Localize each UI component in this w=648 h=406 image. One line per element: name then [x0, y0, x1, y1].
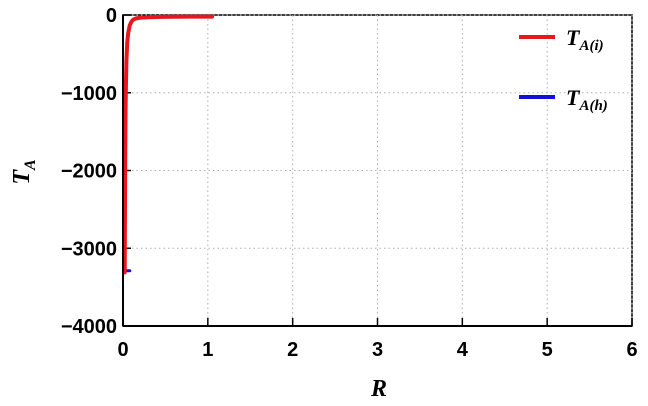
legend-label: TA(i) [566, 25, 604, 54]
series-line-0 [122, 14, 215, 275]
series-layer [122, 14, 215, 275]
x-tick-label: 4 [457, 339, 469, 361]
y-tick-label: −4000 [61, 316, 117, 338]
x-tick-label: 3 [372, 339, 383, 361]
legend-label-main: T [566, 25, 581, 50]
y-axis-label: TA [9, 159, 39, 185]
x-axis-label: R [370, 376, 387, 402]
legend-label-main: T [566, 85, 581, 110]
y-axis-label-main: T [9, 169, 35, 185]
legend-label-sub: A(h) [578, 98, 607, 114]
y-tick-label: −1000 [61, 83, 117, 105]
x-tick-label: 6 [626, 339, 637, 361]
y-axis-label-sub: A [22, 159, 39, 171]
legend-label: TA(h) [566, 85, 608, 114]
x-tick-label: 1 [202, 339, 213, 361]
x-tick-label: 2 [287, 339, 298, 361]
y-tick-label: −3000 [61, 238, 117, 260]
ticks: 0 1 2 3 4 5 6 0 −1000 −2000 −3000 −4000 [61, 5, 638, 361]
y-tick-label: 0 [106, 5, 117, 27]
grid [123, 14, 633, 326]
x-tick-label: 5 [542, 339, 553, 361]
legend-label-sub: A(i) [578, 38, 603, 54]
x-tick-label: 0 [117, 339, 128, 361]
y-axis-label-group: TA [9, 159, 39, 185]
legend: TA(i)TA(h) [519, 25, 608, 114]
y-tick-label: −2000 [61, 161, 117, 183]
